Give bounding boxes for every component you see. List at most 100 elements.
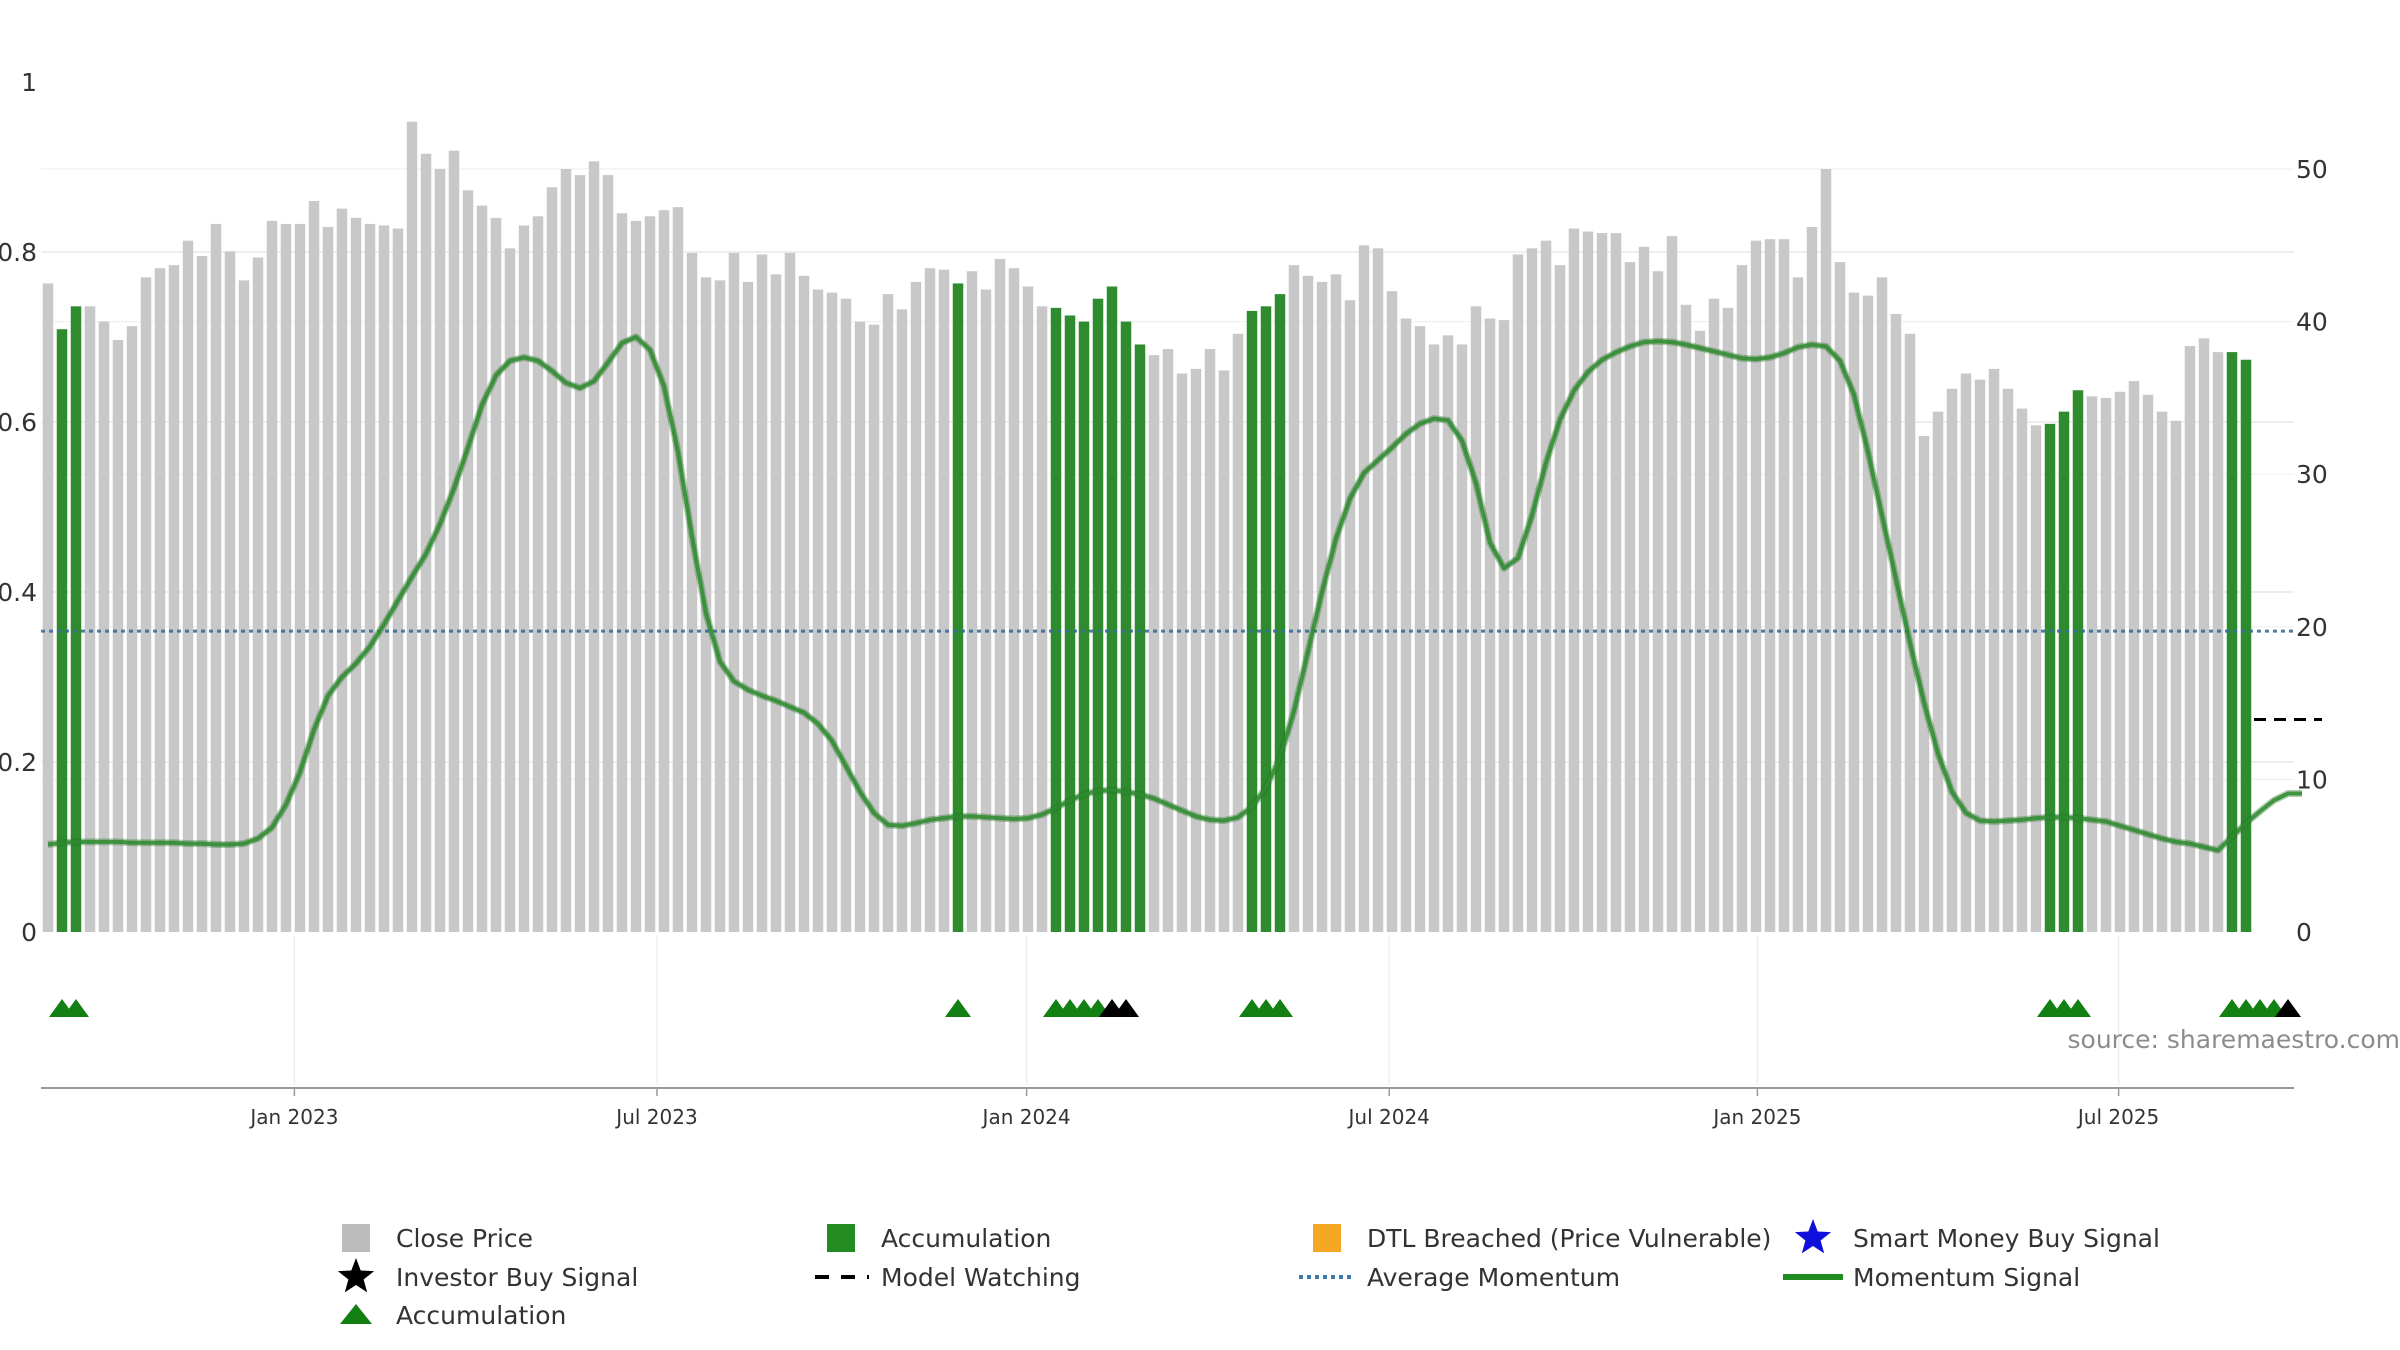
close-price-bar — [2002, 388, 2014, 932]
accumulation-bar — [56, 329, 68, 932]
close-price-bar — [686, 252, 698, 932]
close-price-bar — [1302, 275, 1314, 932]
legend-item: Accumulation — [340, 1301, 566, 1330]
legend-item: Momentum Signal — [1783, 1263, 2080, 1292]
close-price-bar — [1190, 368, 1202, 933]
accumulation-bar — [1120, 321, 1132, 933]
close-price-bar — [1960, 373, 1972, 932]
close-price-bar — [840, 298, 852, 932]
legend-label: Close Price — [396, 1224, 533, 1253]
close-price-bar — [182, 240, 194, 932]
close-price-bar — [2212, 352, 2224, 932]
close-price-bar — [266, 220, 278, 932]
close-price-bar — [672, 207, 684, 932]
legend-label: Average Momentum — [1367, 1263, 1620, 1292]
investor-buy-signal-marker — [2275, 999, 2301, 1017]
close-price-bar — [2100, 397, 2112, 933]
close-price-bar — [1792, 277, 1804, 932]
close-price-bar — [2030, 425, 2042, 932]
accumulation-bar — [1064, 315, 1076, 933]
left-tick-label: 0.4 — [0, 578, 37, 607]
legend-item: Close Price — [342, 1224, 533, 1253]
close-price-bar — [1932, 411, 1944, 932]
close-price-bar — [126, 326, 138, 932]
legend-item: Investor Buy Signal — [337, 1258, 638, 1293]
close-price-bar — [784, 252, 796, 932]
investor-buy-signal-marker — [1113, 999, 1139, 1017]
x-tick-label: Jan 2024 — [981, 1105, 1071, 1129]
legend-label: Momentum Signal — [1853, 1263, 2080, 1292]
close-price-bar — [1344, 300, 1356, 932]
x-tick-label: Jan 2023 — [248, 1105, 338, 1129]
legend-label: Accumulation — [881, 1224, 1051, 1253]
close-price-bar — [1442, 335, 1454, 932]
close-price-bar — [1890, 313, 1902, 932]
close-price-bar — [2016, 408, 2028, 932]
close-price-bar — [1624, 262, 1636, 933]
accumulation-bar — [1050, 307, 1062, 932]
left-tick-label: 0.2 — [0, 748, 37, 777]
close-price-bar — [532, 216, 544, 933]
close-price-bar — [1512, 254, 1524, 932]
close-price-bar — [504, 248, 516, 932]
close-price-bar — [1022, 286, 1034, 932]
close-price-bar — [1148, 355, 1160, 932]
close-price-bar — [308, 201, 320, 932]
close-price-bar — [84, 306, 96, 932]
accumulation-signal-marker — [63, 999, 89, 1017]
close-price-bar — [1540, 240, 1552, 932]
close-price-bar — [42, 283, 54, 932]
close-price-bar — [826, 292, 838, 932]
close-price-bar — [1470, 306, 1482, 932]
legend-item: Average Momentum — [1299, 1263, 1620, 1292]
x-tick-label: Jan 2025 — [1711, 1105, 1801, 1129]
close-price-bar — [1918, 436, 1930, 932]
accumulation-signal-marker — [2065, 999, 2091, 1017]
legend: Close Price Accumulation DTL Breached (Pri… — [337, 1219, 2160, 1330]
close-price-bar — [1582, 231, 1594, 933]
close-price-bar — [1904, 333, 1916, 933]
close-price-bar — [1330, 274, 1342, 933]
close-price-bar — [2128, 381, 2140, 933]
accumulation-signal-marker — [945, 999, 971, 1017]
close-price-bar — [546, 187, 558, 932]
right-tick-label: 40 — [2296, 308, 2328, 337]
legend-label: Investor Buy Signal — [396, 1263, 638, 1292]
close-price-bar — [1232, 333, 1244, 933]
close-price-bar — [1708, 298, 1720, 932]
close-price-bar — [210, 223, 222, 932]
legend-label: DTL Breached (Price Vulnerable) — [1367, 1224, 1771, 1253]
close-price-bar — [2142, 394, 2154, 932]
accumulation-signal-marker — [1267, 999, 1293, 1017]
legend-swatch-square — [1313, 1224, 1341, 1252]
close-price-bar — [2114, 391, 2126, 932]
close-price-bar — [994, 259, 1006, 932]
close-price-bar — [742, 281, 754, 932]
legend-label: Model Watching — [881, 1263, 1081, 1292]
close-price-bar — [1736, 265, 1748, 932]
momentum-signal-line — [47, 335, 2302, 853]
close-price-bar — [98, 321, 110, 933]
accumulation-bar — [2226, 352, 2238, 932]
close-price-bar — [1204, 349, 1216, 932]
right-tick-label: 30 — [2296, 460, 2328, 489]
x-tick-label: Jul 2025 — [2076, 1105, 2159, 1129]
legend-item: Model Watching — [815, 1263, 1081, 1292]
right-axis: 0 10 20 30 40 50 — [2296, 155, 2328, 947]
legend-label: Smart Money Buy Signal — [1853, 1224, 2160, 1253]
close-price-bar — [1806, 226, 1818, 932]
left-axis: 0 0.2 0.4 0.6 0.8 1 — [0, 68, 37, 947]
close-price-bar — [1652, 271, 1664, 932]
x-tick-label: Jul 2023 — [614, 1105, 697, 1129]
accumulation-bar — [1092, 298, 1104, 932]
close-price-bar — [658, 210, 670, 933]
close-price-bar — [1680, 304, 1692, 932]
close-price-bar — [476, 205, 488, 932]
close-price-bar — [1596, 233, 1608, 932]
close-price-bar — [1358, 245, 1370, 932]
close-price-bar — [574, 175, 586, 933]
close-price-bar — [1722, 307, 1734, 932]
close-price-bar — [1008, 268, 1020, 933]
close-price-bar — [2086, 396, 2098, 932]
